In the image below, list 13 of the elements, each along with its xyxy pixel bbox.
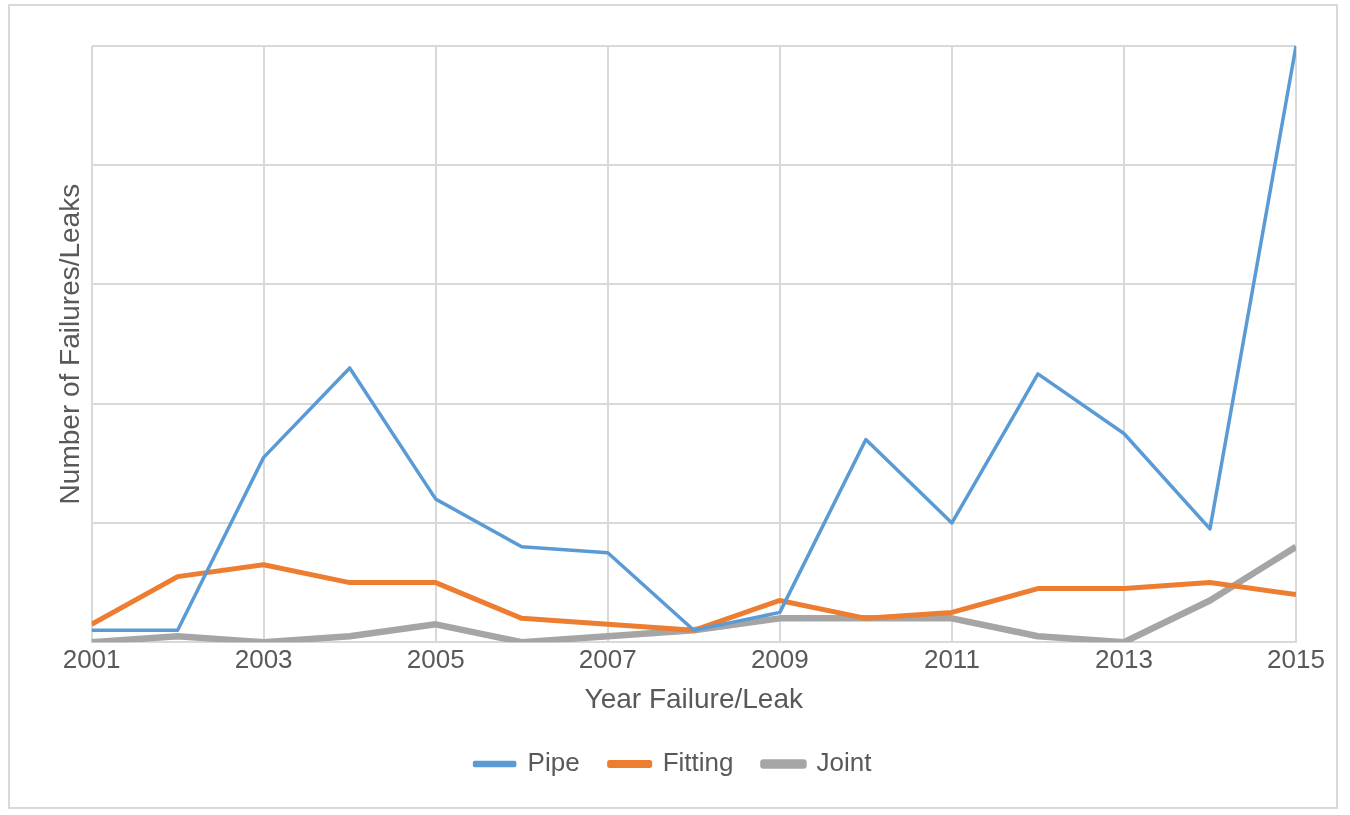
legend-label: Fitting: [662, 747, 734, 778]
x-tick-label: 2005: [406, 643, 465, 674]
y-axis-title: Number of Failures/Leaks: [53, 183, 85, 505]
legend-label: Pipe: [527, 747, 580, 778]
x-tick-label: 2003: [234, 643, 293, 674]
legend-label: Joint: [816, 747, 873, 778]
x-axis-title: Year Failure/Leak: [584, 682, 805, 714]
x-tick-label: 2011: [923, 643, 980, 674]
x-tick-label: 2013: [1095, 643, 1153, 674]
x-tick-label: 2007: [578, 643, 637, 674]
x-tick-label: 2009: [750, 643, 809, 674]
x-tick-label: 2001: [62, 643, 121, 674]
x-tick-label: 2015: [1267, 643, 1325, 674]
